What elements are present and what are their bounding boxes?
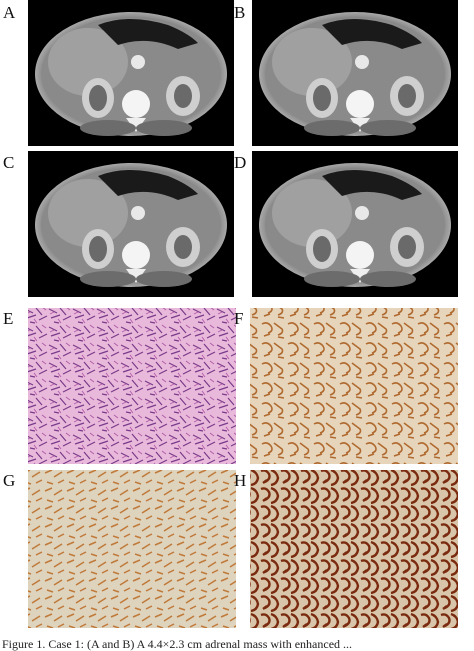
ct-image bbox=[28, 0, 234, 146]
panel-label: D bbox=[234, 153, 246, 172]
panel-label: A bbox=[3, 3, 16, 22]
histology-image bbox=[28, 470, 236, 628]
ct-image bbox=[28, 151, 234, 297]
ct-image bbox=[252, 0, 458, 146]
panel-label: H bbox=[234, 471, 246, 490]
histology-image bbox=[28, 308, 236, 464]
figure-caption: Figure 1. Case 1: (A and B) A 4.4×2.3 cm… bbox=[2, 637, 352, 651]
ct-image bbox=[252, 151, 458, 297]
panel-label: B bbox=[234, 3, 245, 22]
panel-label: C bbox=[3, 153, 14, 172]
panel-label: G bbox=[3, 471, 15, 490]
panel-label: E bbox=[3, 309, 13, 328]
histology-image bbox=[250, 308, 458, 464]
panel-label: F bbox=[234, 309, 243, 328]
histology-image bbox=[250, 470, 458, 628]
